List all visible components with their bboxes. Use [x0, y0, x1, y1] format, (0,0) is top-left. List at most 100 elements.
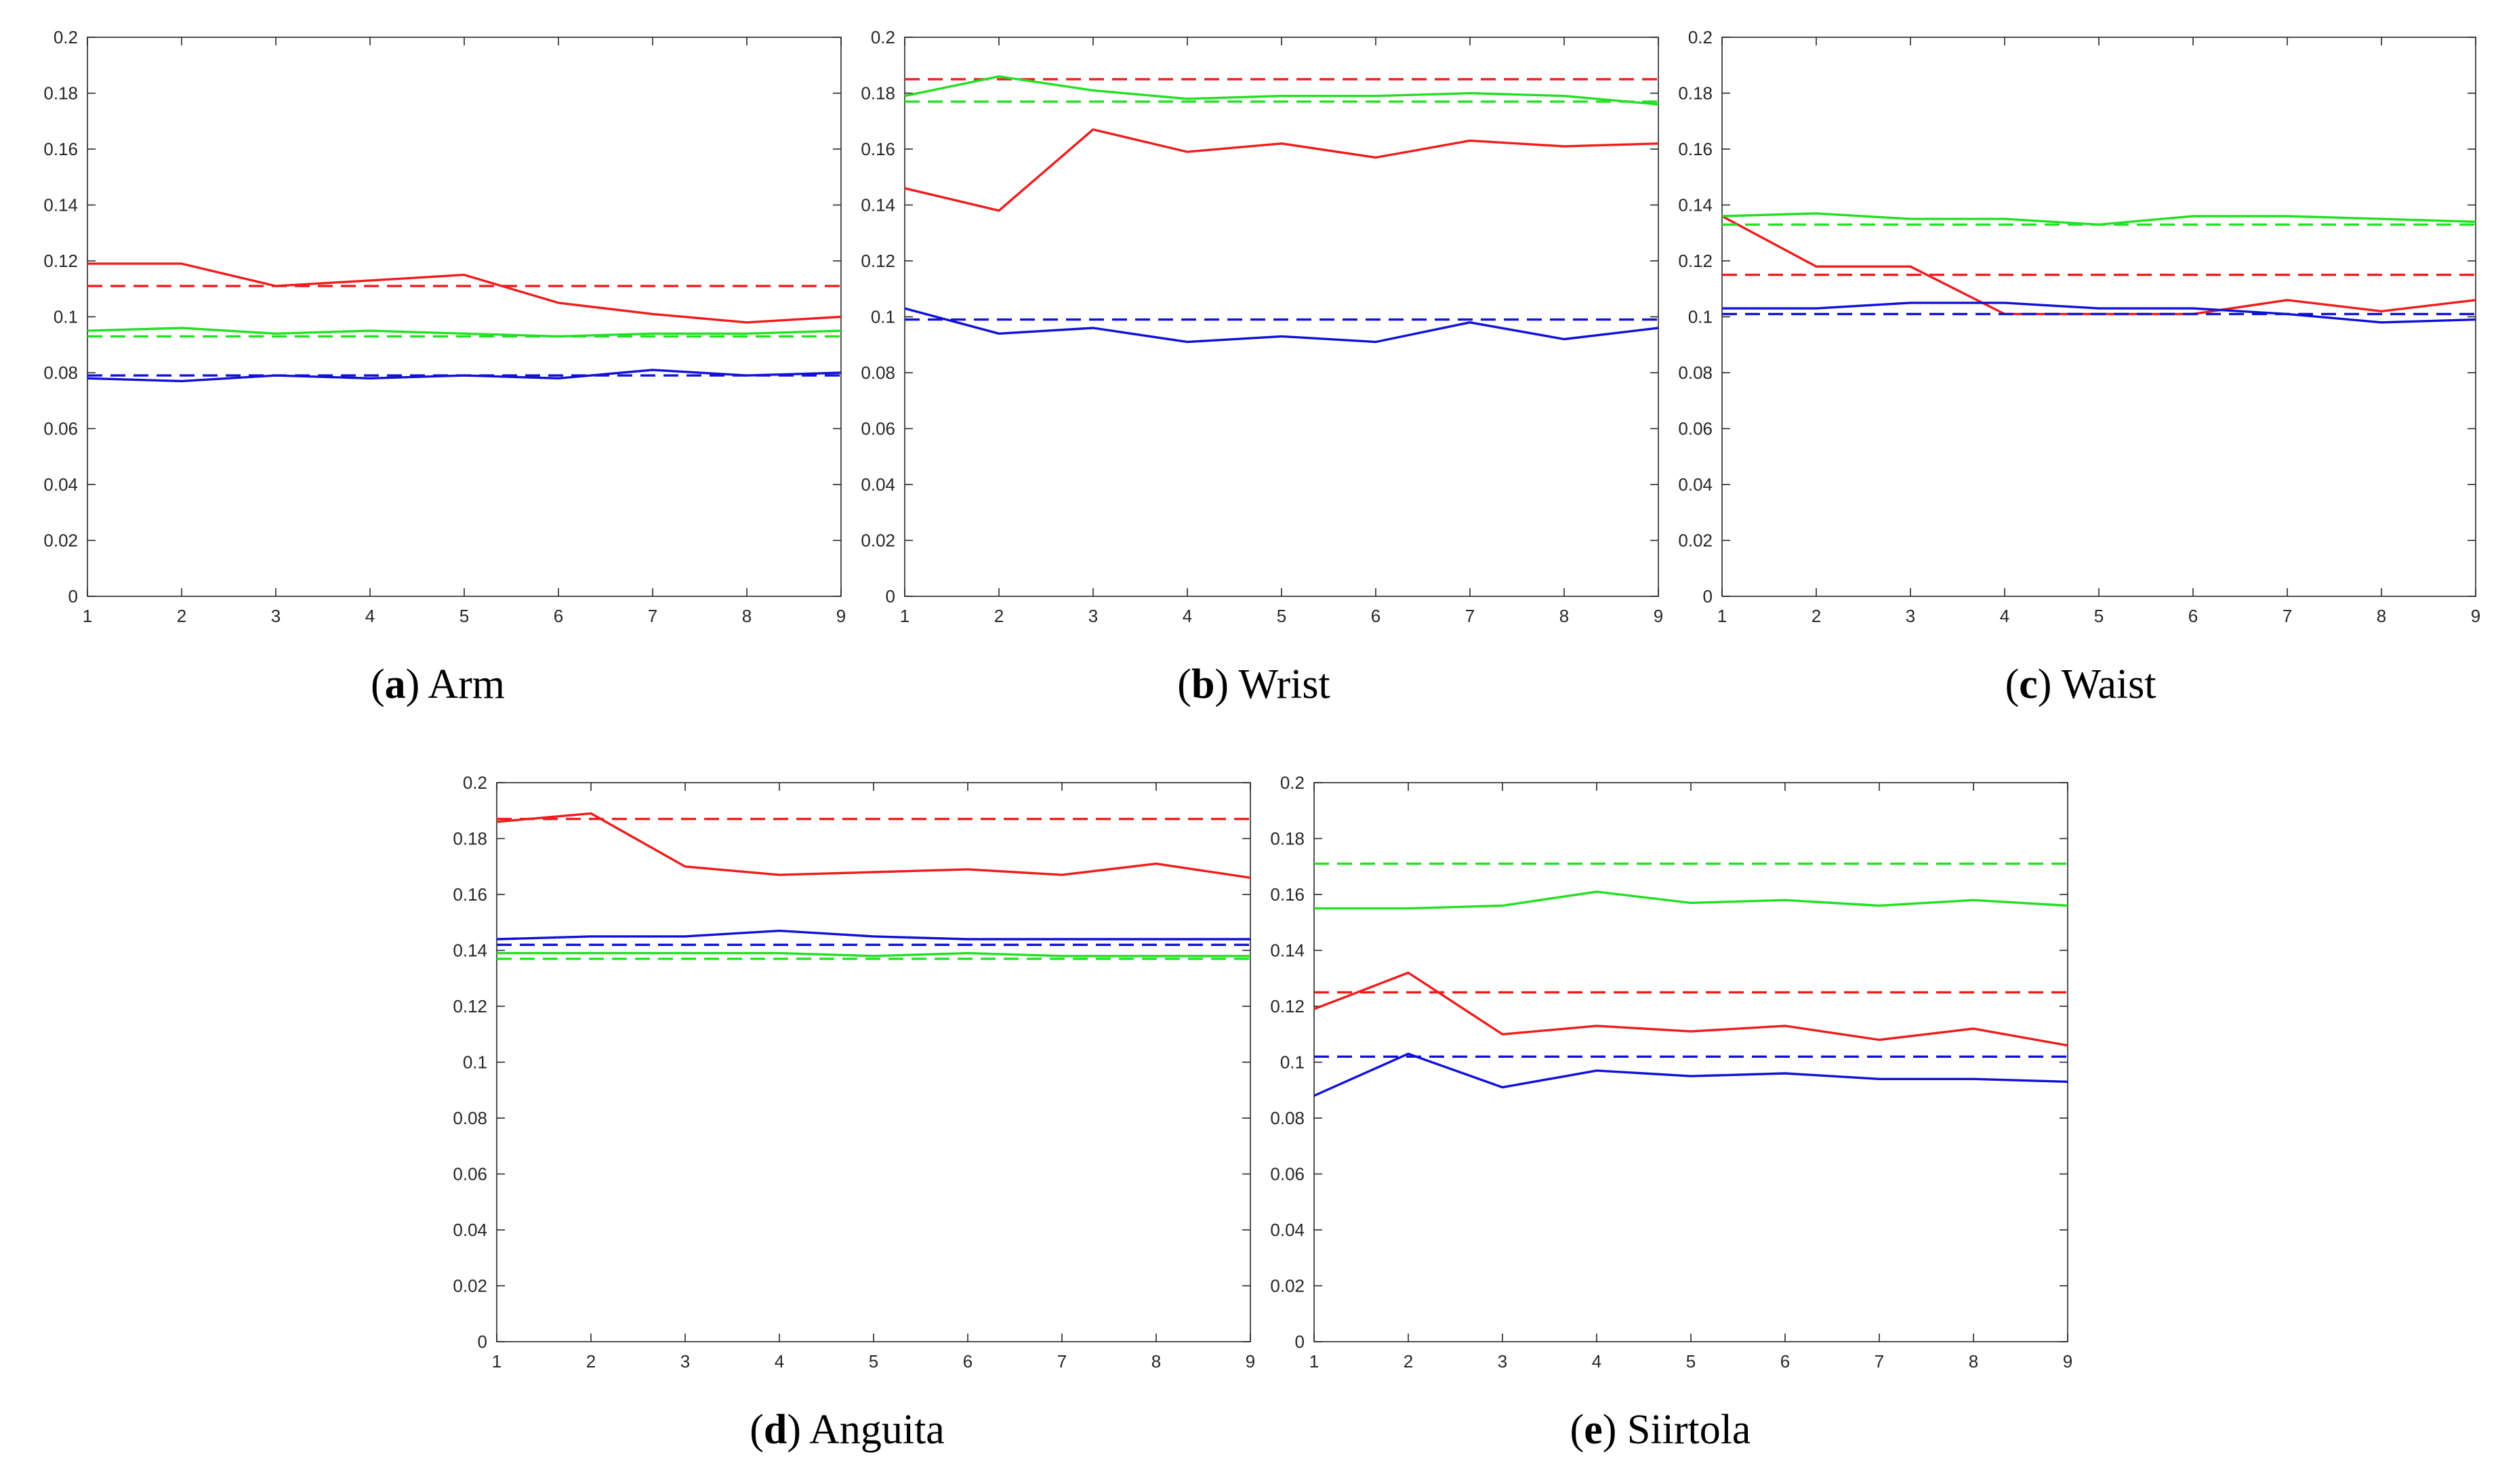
x-tick-label: 9	[2471, 606, 2480, 626]
x-tick-label: 2	[994, 606, 1004, 626]
x-tick-label: 2	[586, 1351, 596, 1372]
caption-letter: a	[385, 661, 406, 707]
y-tick-label: 0.04	[1270, 1220, 1305, 1240]
x-tick-label: 8	[1559, 606, 1569, 626]
y-tick-label: 0.16	[453, 884, 487, 905]
panel-caption: (b) Wrist	[1177, 661, 1330, 707]
x-tick-label: 6	[963, 1351, 973, 1372]
y-tick-label: 0	[1295, 1332, 1305, 1352]
x-tick-label: 7	[1875, 1351, 1884, 1372]
x-tick-label: 6	[2188, 606, 2198, 626]
x-tick-label: 6	[554, 606, 563, 626]
series-blue-solid	[904, 307, 1659, 344]
y-tick-label: 0.16	[1270, 884, 1305, 905]
x-tick-label: 3	[271, 606, 281, 626]
x-tick-label: 6	[1371, 606, 1380, 626]
y-tick-label: 0.1	[871, 307, 895, 327]
y-tick-label: 0.06	[453, 1164, 487, 1184]
y-tick-label: 0	[478, 1332, 487, 1352]
caption-label: Anguita	[809, 1407, 945, 1453]
x-tick-label: 7	[1465, 606, 1475, 626]
x-tick-label: 5	[1277, 606, 1286, 626]
plot-frame	[87, 37, 842, 597]
caption-paren-close: )	[787, 1407, 809, 1453]
x-tick-label: 8	[2377, 606, 2386, 626]
x-tick-label: 4	[365, 606, 375, 626]
y-tick-label: 0.04	[861, 474, 895, 495]
panel-caption: (c) Waist	[2005, 661, 2156, 707]
y-tick-label: 0.06	[43, 419, 78, 439]
caption-paren-close: )	[1214, 661, 1238, 707]
caption-letter: c	[2019, 661, 2038, 707]
x-tick-label: 7	[1057, 1351, 1067, 1372]
plot-frame	[904, 37, 1659, 597]
y-tick-label: 0.12	[1678, 251, 1713, 271]
x-tick-label: 2	[1812, 606, 1821, 626]
y-tick-label: 0.18	[453, 829, 487, 849]
x-tick-label: 8	[742, 606, 752, 626]
x-tick-label: 1	[83, 606, 92, 626]
y-tick-label: 0	[1703, 586, 1713, 606]
x-tick-label: 9	[1246, 1351, 1255, 1372]
x-tick-label: 4	[2000, 606, 2009, 626]
y-tick-label: 0.04	[453, 1220, 487, 1240]
y-tick-label: 0.02	[453, 1276, 487, 1296]
y-tick-label: 0.1	[1280, 1052, 1305, 1073]
caption-letter: b	[1191, 661, 1214, 707]
x-tick-label: 7	[2283, 606, 2292, 626]
y-tick-label: 0.06	[1678, 419, 1713, 439]
x-tick-label: 1	[1309, 1351, 1319, 1372]
y-tick-label: 0.16	[861, 139, 895, 159]
x-tick-label: 1	[492, 1351, 502, 1372]
y-tick-label: 0.12	[861, 251, 895, 271]
y-tick-label: 0.1	[1688, 307, 1713, 327]
caption-label: Arm	[428, 661, 505, 707]
y-tick-label: 0.02	[861, 531, 895, 551]
y-tick-label: 0.14	[453, 941, 487, 961]
y-tick-label: 0.12	[43, 251, 78, 271]
x-tick-label: 4	[1183, 606, 1192, 626]
y-tick-label: 0.14	[1678, 195, 1713, 215]
series-red-solid	[904, 128, 1659, 212]
y-tick-label: 0.12	[453, 996, 487, 1016]
x-tick-label: 4	[775, 1351, 784, 1372]
y-tick-label: 0.02	[1678, 531, 1713, 551]
x-tick-label: 5	[2094, 606, 2104, 626]
y-tick-label: 0.08	[861, 363, 895, 383]
y-tick-label: 0.18	[1678, 83, 1713, 104]
y-tick-label: 0.02	[43, 531, 78, 551]
x-tick-label: 3	[680, 1351, 690, 1372]
y-tick-label: 0.1	[463, 1052, 487, 1073]
y-tick-label: 0.18	[1270, 829, 1305, 849]
y-tick-label: 0.04	[43, 474, 78, 495]
chart-panel-4: 0 0.02 0.04 0.06 0.08 0.1 0.12 0.14 0.16 0.18 0.2 1…	[453, 772, 1255, 1453]
series-green-solid	[497, 951, 1250, 957]
caption-paren-close: )	[2038, 661, 2062, 707]
series-green-solid	[1314, 890, 2068, 910]
y-tick-label: 0.16	[1678, 139, 1713, 159]
y-tick-label: 0.06	[1270, 1164, 1305, 1184]
y-tick-label: 0.02	[1270, 1276, 1305, 1296]
y-tick-label: 0.18	[43, 83, 78, 104]
panel-caption: (d) Anguita	[750, 1407, 945, 1453]
series-red-solid	[87, 262, 842, 324]
x-tick-label: 8	[1969, 1351, 1978, 1372]
caption-label: Waist	[2062, 661, 2156, 707]
plot-frame	[1313, 782, 2068, 1342]
y-tick-label: 0.2	[1280, 772, 1305, 793]
panel-caption: (e) Siirtola	[1570, 1407, 1751, 1453]
y-tick-label: 0.08	[1678, 363, 1713, 383]
x-tick-label: 1	[900, 606, 909, 626]
caption-label: Wrist	[1238, 661, 1330, 707]
caption-paren-open: (	[1177, 661, 1191, 707]
y-tick-label: 0.14	[43, 195, 78, 215]
caption-paren-close: )	[406, 661, 428, 707]
y-tick-label: 0.08	[43, 363, 78, 383]
series-red-solid	[496, 812, 1251, 879]
y-tick-label: 0.1	[54, 307, 78, 327]
y-tick-label: 0	[886, 586, 895, 606]
y-tick-label: 0.2	[871, 27, 895, 47]
y-tick-label: 0.14	[1270, 941, 1305, 961]
x-tick-label: 5	[459, 606, 469, 626]
